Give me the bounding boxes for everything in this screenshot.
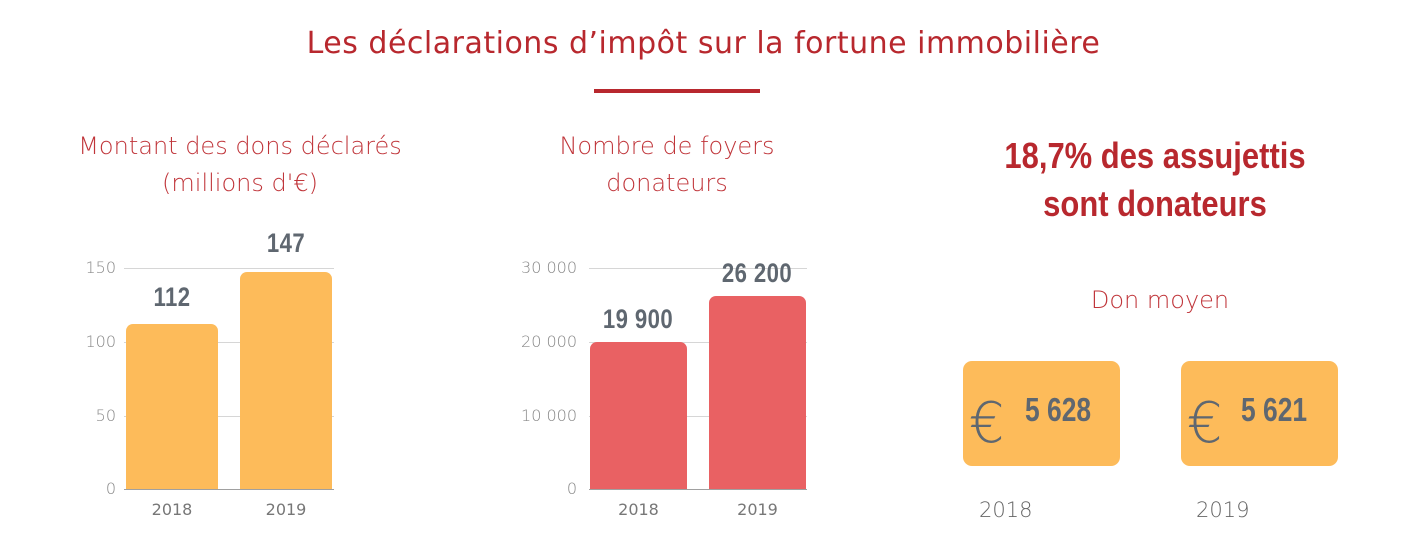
average-value: 5 628 [1025,391,1092,428]
y-tick: 30 000 [521,258,577,277]
x-tick: 2018 [618,500,659,519]
page-title: Les déclarations d’impôt sur la fortune … [306,26,1101,61]
y-tick: 20 000 [521,332,577,351]
bar-2018 [590,342,687,489]
bar-2019 [240,272,332,489]
gridline-10000 [589,416,807,417]
x-axis [124,489,334,490]
euro-icon: € [969,391,1005,456]
chart-title-line2: donateurs [606,169,728,197]
gridline-150 [124,268,334,269]
don-moyen-title: Don moyen [1090,286,1230,314]
average-value: 5 621 [1241,391,1308,428]
y-tick: 50 [95,406,116,425]
card-year: 2018 [979,498,1033,522]
euro-icon: € [1187,391,1223,456]
highlight-line2: sont donateurs [1043,183,1267,224]
y-tick: 0 [105,479,116,498]
bar-2019 [709,296,806,489]
highlight-stat: 18,7% des assujettis sont donateurs [966,132,1344,228]
gridline-50 [124,416,334,417]
x-tick: 2019 [737,500,778,519]
chart-title-foyers: Nombre de foyers donateurs [467,128,867,202]
chart-title-line1: Montant des dons déclarés [78,132,402,160]
chart-title-montant: Montant des dons déclarés (millions d'€) [40,128,440,202]
chart-title-line2: (millions d'€) [162,169,318,197]
title-divider [594,89,760,93]
average-card-2018: € 5 628 [963,361,1120,466]
y-tick: 100 [85,332,116,351]
x-axis [589,489,807,490]
chart-title-line1: Nombre de foyers [559,132,775,160]
gridline-30000 [589,268,807,269]
data-label: 147 [266,228,306,258]
highlight-line1: 18,7% des assujettis [1004,135,1306,176]
x-tick: 2019 [265,500,307,519]
data-label: 112 [153,282,191,312]
gridline-100 [124,342,334,343]
gridline-20000 [589,342,807,343]
y-tick: 10 000 [521,406,577,425]
x-tick: 2018 [151,500,193,519]
card-year: 2019 [1196,498,1250,522]
data-label: 26 200 [721,258,793,288]
data-label: 19 900 [602,304,674,334]
y-tick: 0 [566,479,577,498]
average-card-2019: € 5 621 [1181,361,1338,466]
bar-2018 [126,324,218,489]
y-tick: 150 [85,258,116,277]
